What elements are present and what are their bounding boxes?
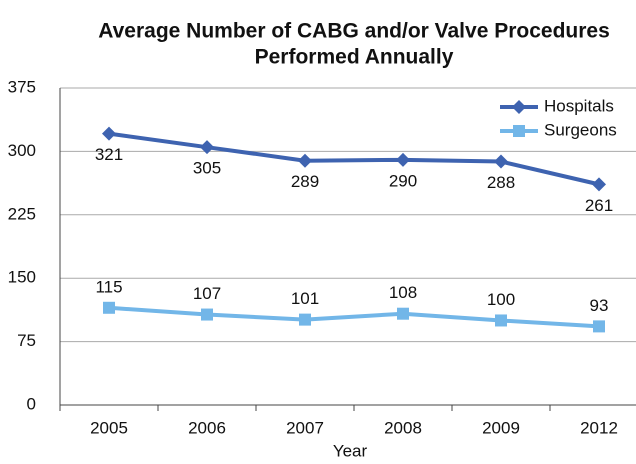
y-tick-label: 375 (8, 77, 36, 96)
legend-label: Hospitals (544, 96, 614, 115)
legend-marker (512, 100, 526, 114)
data-label: 115 (95, 277, 122, 296)
data-label: 305 (193, 159, 221, 178)
marker (592, 177, 606, 192)
y-tick-label: 225 (8, 204, 36, 223)
data-label: 321 (95, 145, 123, 164)
y-tick-label: 300 (8, 141, 36, 160)
data-label: 100 (487, 290, 515, 309)
data-label: 288 (487, 173, 515, 192)
data-label: 289 (291, 172, 319, 191)
y-tick-label: 150 (8, 268, 36, 287)
legend-marker (513, 125, 525, 137)
marker (200, 140, 214, 155)
legend-label: Surgeons (544, 120, 617, 139)
data-label: 261 (585, 196, 613, 215)
data-label: 93 (590, 296, 609, 315)
x-tick-label: 2009 (482, 418, 520, 437)
y-tick-label: 75 (17, 331, 36, 350)
data-label: 101 (291, 289, 319, 308)
marker (397, 307, 409, 320)
x-tick-label: 2008 (384, 418, 422, 437)
x-tick-label: 2012 (580, 418, 618, 437)
x-tick-label: 2006 (188, 418, 226, 437)
chart-title: Performed Annually (255, 46, 454, 69)
marker (299, 313, 311, 326)
marker (494, 154, 508, 169)
marker (298, 153, 312, 168)
marker (103, 301, 115, 314)
x-axis-label: Year (333, 441, 368, 460)
marker (201, 308, 213, 321)
data-label: 108 (389, 283, 417, 302)
marker (102, 126, 116, 141)
series-line (108, 131, 600, 187)
x-tick-label: 2005 (90, 418, 128, 437)
y-tick-label: 0 (27, 394, 36, 413)
marker (593, 320, 605, 333)
marker (495, 314, 507, 327)
series-line (108, 305, 600, 329)
chart-title: Average Number of CABG and/or Valve Proc… (98, 20, 610, 43)
x-tick-label: 2007 (286, 418, 324, 437)
data-label: 290 (389, 171, 417, 190)
data-label: 107 (193, 284, 221, 303)
marker (396, 152, 410, 167)
